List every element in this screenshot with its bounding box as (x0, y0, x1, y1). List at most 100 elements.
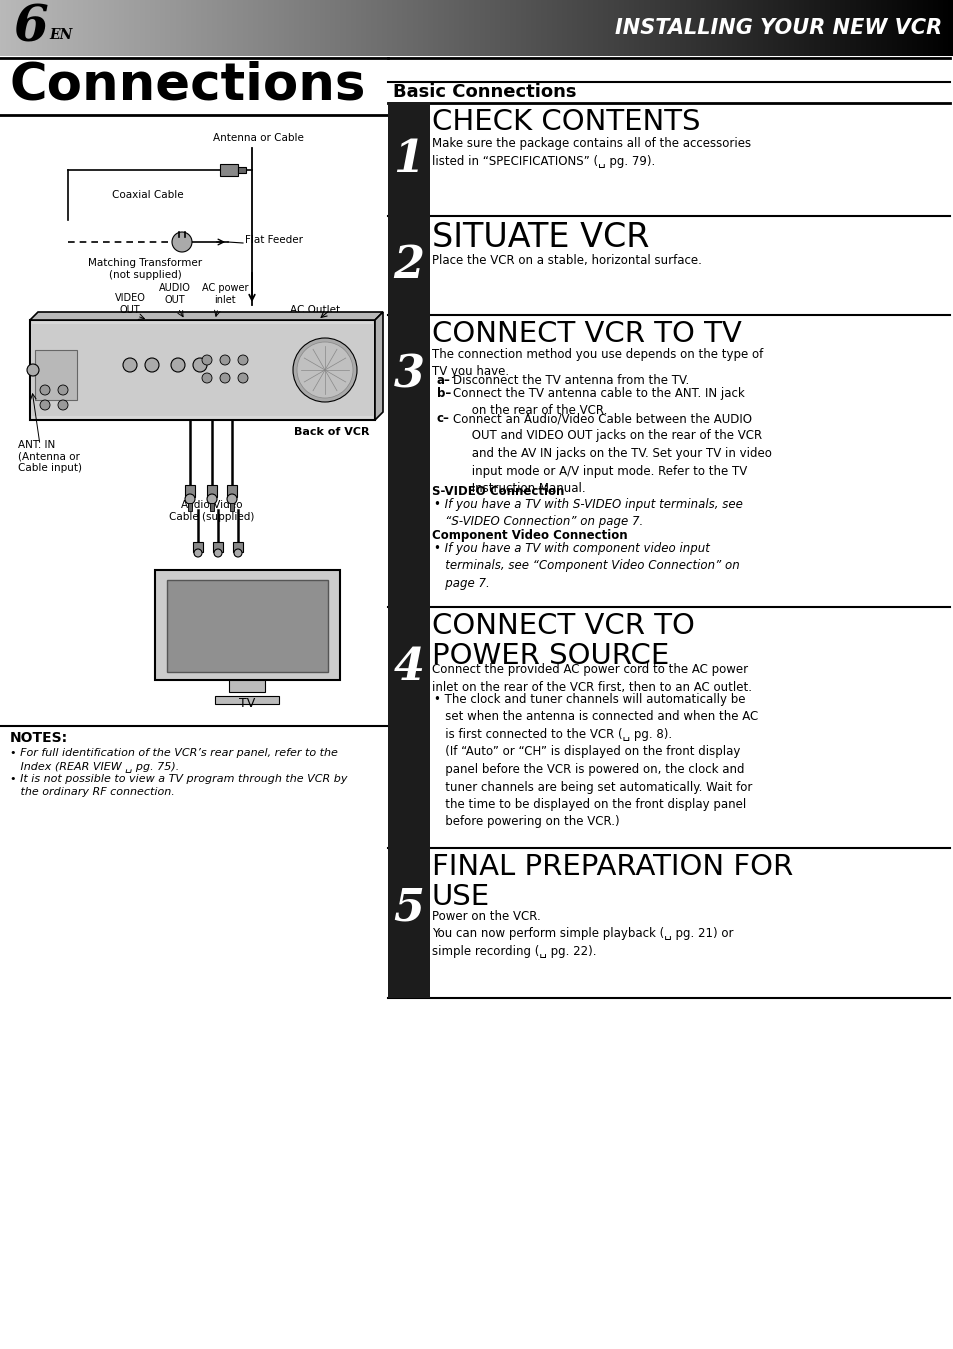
Text: • If you have a TV with component video input
   terminals, see “Component Video: • If you have a TV with component video … (434, 542, 739, 590)
Bar (301, 0, 302, 57)
Bar (520, 0, 521, 57)
Bar (899, 0, 900, 57)
Bar (448, 0, 449, 57)
Bar (244, 0, 245, 57)
Bar (771, 0, 772, 57)
Bar (533, 0, 534, 57)
Bar (723, 0, 724, 57)
Bar (857, 0, 858, 57)
Bar (436, 0, 437, 57)
Bar (914, 0, 915, 57)
Text: 4: 4 (393, 646, 424, 688)
Bar (53, 0, 54, 57)
Text: • If you have a TV with S-VIDEO input terminals, see
   “S-VIDEO Connection” on : • If you have a TV with S-VIDEO input te… (434, 498, 742, 529)
Bar (190, 0, 191, 57)
Bar (502, 0, 503, 57)
Bar (489, 0, 490, 57)
Bar (118, 0, 119, 57)
Text: Component Video Connection: Component Video Connection (432, 529, 627, 542)
Bar (212, 0, 213, 57)
Bar (291, 0, 292, 57)
Bar (934, 0, 935, 57)
Bar (157, 0, 158, 57)
Bar (639, 0, 640, 57)
Bar (903, 0, 904, 57)
Bar (597, 0, 598, 57)
Bar (519, 0, 520, 57)
Bar (650, 0, 651, 57)
Bar (76, 0, 77, 57)
Bar (392, 0, 393, 57)
Text: S-VIDEO Connection: S-VIDEO Connection (432, 486, 564, 498)
Bar (89, 0, 90, 57)
Bar (24, 0, 25, 57)
Bar (683, 0, 684, 57)
Bar (22, 0, 23, 57)
Text: Place the VCR on a stable, horizontal surface.: Place the VCR on a stable, horizontal su… (432, 254, 701, 267)
Bar (658, 0, 659, 57)
Bar (791, 0, 792, 57)
Bar (869, 0, 870, 57)
Bar (182, 0, 183, 57)
Bar (406, 0, 407, 57)
Bar (627, 0, 628, 57)
Bar (30, 320, 375, 420)
Bar (477, 0, 478, 57)
Bar (814, 0, 815, 57)
Bar (208, 0, 209, 57)
Bar (332, 0, 333, 57)
Text: AC power
inlet: AC power inlet (201, 283, 248, 305)
Bar (309, 0, 310, 57)
Bar (283, 0, 284, 57)
Bar (141, 0, 142, 57)
Bar (851, 0, 852, 57)
Bar (220, 0, 221, 57)
Bar (920, 0, 921, 57)
Bar (822, 0, 823, 57)
Bar (527, 0, 529, 57)
Bar (3, 0, 4, 57)
Bar (469, 0, 470, 57)
Bar (707, 0, 708, 57)
Bar (138, 0, 139, 57)
Bar (284, 0, 285, 57)
Bar (900, 0, 901, 57)
Bar (218, 0, 219, 57)
Bar (664, 0, 665, 57)
Bar (248, 0, 249, 57)
Bar (612, 0, 613, 57)
Bar (778, 0, 779, 57)
Bar (681, 0, 682, 57)
Circle shape (213, 549, 222, 557)
Bar (942, 0, 943, 57)
Bar (517, 0, 518, 57)
Bar (252, 0, 253, 57)
Bar (215, 0, 216, 57)
Bar (896, 0, 897, 57)
Bar (868, 0, 869, 57)
Text: a–: a– (436, 374, 451, 387)
Bar (567, 0, 568, 57)
Circle shape (172, 232, 192, 252)
Bar (166, 0, 167, 57)
Bar (370, 0, 371, 57)
Bar (401, 0, 402, 57)
Bar (590, 0, 592, 57)
Bar (812, 0, 813, 57)
Bar (911, 0, 912, 57)
Bar (360, 0, 361, 57)
Bar (532, 0, 533, 57)
Circle shape (40, 401, 50, 410)
Text: Connect the provided AC power cord to the AC power
inlet on the rear of the VCR : Connect the provided AC power cord to th… (432, 662, 751, 693)
Bar (890, 0, 891, 57)
Bar (365, 0, 366, 57)
Bar (521, 0, 522, 57)
Bar (579, 0, 580, 57)
Bar (539, 0, 540, 57)
Bar (109, 0, 110, 57)
Bar (913, 0, 914, 57)
Bar (540, 0, 541, 57)
Bar (46, 0, 47, 57)
Bar (409, 0, 410, 57)
Bar (104, 0, 105, 57)
